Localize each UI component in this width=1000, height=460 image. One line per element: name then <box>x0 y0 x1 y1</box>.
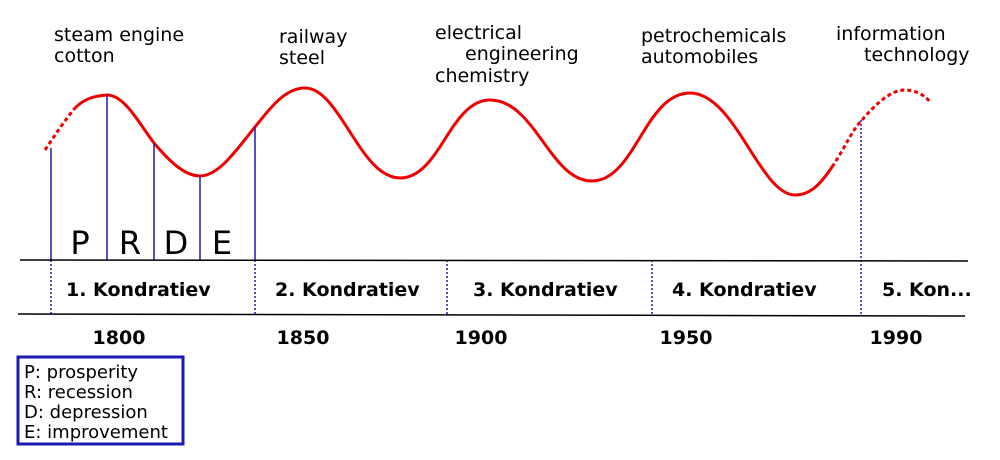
innovation-label: electrical <box>435 22 522 44</box>
phase-label: E <box>212 224 232 262</box>
legend-entry: P: prosperity <box>24 362 138 383</box>
innovation-label: technology <box>864 44 970 66</box>
phase-label: D <box>164 224 189 262</box>
cycle-label: 1. Kondratiev <box>66 279 211 301</box>
year-label: 1850 <box>277 327 330 349</box>
innovation-label: steel <box>279 47 325 69</box>
legend-entry: D: depression <box>24 402 148 423</box>
innovation-label: railway <box>279 26 347 48</box>
legend-box <box>16 355 185 446</box>
year-label: 1950 <box>660 327 713 349</box>
legend-entry: E: improvement <box>24 422 168 443</box>
year-label: 1990 <box>870 327 923 349</box>
cycle-label: 4. Kondratiev <box>672 279 817 301</box>
cycle-label: 3. Kondratiev <box>473 279 618 301</box>
year-label: 1800 <box>93 327 146 349</box>
innovation-label: petrochemicals <box>641 25 786 47</box>
innovation-label: steam engine <box>54 24 184 46</box>
wave-curve <box>73 86 834 197</box>
innovation-label: chemistry <box>435 65 529 87</box>
band-top <box>19 259 969 262</box>
wave-dotted-start <box>43 107 77 151</box>
phase-label: R <box>119 224 141 262</box>
cycle-label: 5. Kon... <box>882 279 972 301</box>
innovation-label: automobiles <box>641 46 758 68</box>
phase-lines <box>50 95 256 260</box>
innovation-label: information <box>836 23 946 45</box>
phase-label: P <box>70 224 89 262</box>
wave <box>43 86 932 197</box>
band-bottom <box>17 313 966 317</box>
legend-entry: R: recession <box>24 382 133 403</box>
cycle-label: 2. Kondratiev <box>275 279 420 301</box>
innovation-label: cotton <box>54 45 115 67</box>
wave-dotted-end <box>830 88 932 168</box>
cycle-dividers <box>50 120 862 315</box>
innovation-label: engineering <box>465 43 579 65</box>
year-label: 1900 <box>455 327 508 349</box>
